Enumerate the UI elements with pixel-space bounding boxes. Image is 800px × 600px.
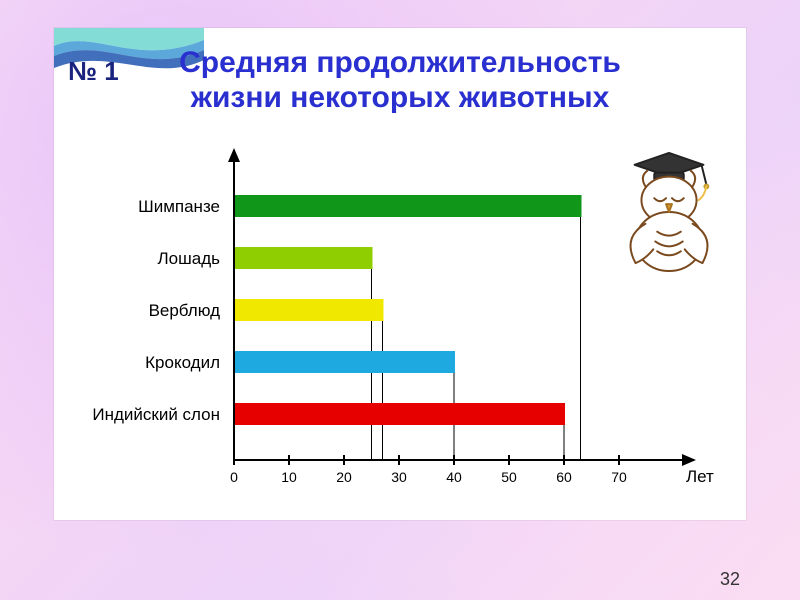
svg-text:60: 60: [556, 469, 572, 485]
svg-text:0: 0: [230, 469, 238, 485]
svg-text:50: 50: [501, 469, 517, 485]
svg-text:70: 70: [611, 469, 627, 485]
svg-text:10: 10: [281, 469, 297, 485]
svg-text:Лет: Лет: [686, 467, 714, 486]
title-line-2: жизни некоторых животных: [191, 81, 610, 114]
svg-text:Верблюд: Верблюд: [149, 301, 221, 320]
svg-text:Индийский слон: Индийский слон: [92, 405, 220, 424]
svg-text:30: 30: [391, 469, 407, 485]
svg-text:Шимпанзе: Шимпанзе: [138, 197, 220, 216]
owl-icon: [610, 146, 728, 276]
svg-text:Лошадь: Лошадь: [158, 249, 221, 268]
svg-text:Крокодил: Крокодил: [145, 353, 220, 372]
svg-text:40: 40: [446, 469, 462, 485]
chart-title: Средняя продолжительность жизни некоторы…: [54, 46, 746, 115]
svg-text:20: 20: [336, 469, 352, 485]
title-line-1: Средняя продолжительность: [179, 46, 621, 79]
slide-card: № 1 Средняя продолжительность жизни неко…: [54, 28, 746, 520]
page-number: 32: [720, 569, 740, 590]
